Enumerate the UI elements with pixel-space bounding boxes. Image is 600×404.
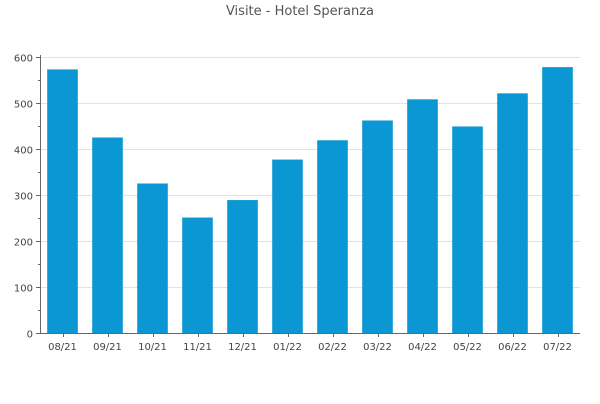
bar — [452, 126, 483, 334]
y-tick-label: 400 — [14, 146, 33, 157]
x-tick-label: 12/21 — [228, 342, 257, 353]
x-tick-label: 08/21 — [48, 342, 77, 353]
bar — [272, 159, 303, 333]
bar — [182, 217, 213, 333]
x-tick-label: 04/22 — [408, 342, 437, 353]
x-tick-label: 03/22 — [363, 342, 392, 353]
bar — [362, 120, 393, 333]
bar — [92, 137, 123, 333]
y-tick-label: 100 — [14, 284, 33, 295]
x-tick-label: 05/22 — [453, 342, 482, 353]
y-tick-label: 500 — [14, 100, 33, 111]
bar — [497, 93, 528, 333]
grid-lines — [40, 57, 580, 288]
chart-title: Visite - Hotel Speranza — [226, 4, 374, 19]
bar — [542, 67, 573, 334]
y-tick-label: 200 — [14, 238, 33, 249]
y-tick-label: 600 — [14, 54, 33, 65]
axes — [36, 55, 580, 337]
x-tick-label: 07/22 — [543, 342, 572, 353]
bar — [317, 140, 348, 333]
x-tick-label: 11/21 — [183, 342, 212, 353]
bar — [47, 69, 78, 334]
bar — [227, 200, 258, 333]
x-tick-label: 01/22 — [273, 342, 302, 353]
y-tick-label: 0 — [27, 330, 33, 341]
y-tick-label: 300 — [14, 192, 33, 203]
x-tick-label: 09/21 — [93, 342, 122, 353]
x-tick-label: 02/22 — [318, 342, 347, 353]
x-tick-label: 10/21 — [138, 342, 167, 353]
bar — [407, 99, 438, 333]
tick-labels: 0 100 200 300 400 500 600 08/21 09/21 10/21 11/21 1… — [14, 54, 572, 354]
x-tick-label: 06/22 — [498, 342, 527, 353]
bar — [137, 183, 168, 333]
bars — [47, 67, 573, 334]
